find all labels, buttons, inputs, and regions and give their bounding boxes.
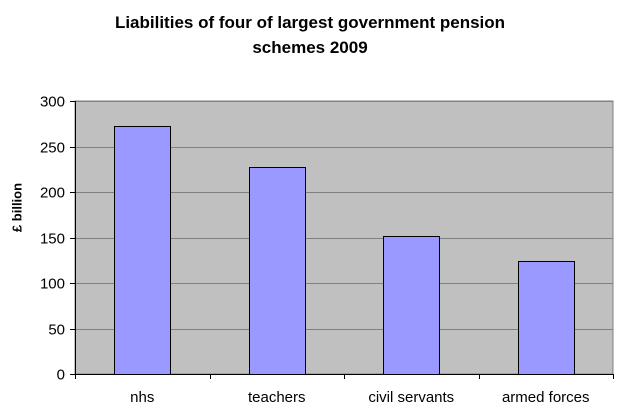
x-tick-label: armed forces xyxy=(502,389,590,406)
y-tick-label: 150 xyxy=(40,231,65,248)
chart-title: Liabilities of four of largest governmen… xyxy=(60,10,560,60)
chart-title-line-1: Liabilities of four of largest governmen… xyxy=(114,13,506,32)
x-tick-label: civil servants xyxy=(368,389,454,406)
y-tick-label: 250 xyxy=(40,140,65,157)
bars xyxy=(114,126,575,375)
y-tick-label: 200 xyxy=(40,185,65,202)
bar-armed-forces xyxy=(518,261,575,375)
bar-teachers xyxy=(249,167,306,375)
y-tick-labels: 0 50 100 150 200 250 300 xyxy=(40,94,65,384)
y-tick-label: 300 xyxy=(40,94,65,111)
x-tick-label: teachers xyxy=(248,389,306,406)
axes xyxy=(70,101,614,379)
bar-nhs xyxy=(114,126,171,375)
chart-title-line-2: schemes 2009 xyxy=(252,38,368,57)
y-tick-label: 50 xyxy=(48,322,65,339)
y-tick-label: 0 xyxy=(57,367,65,384)
x-tick-label: nhs xyxy=(130,389,154,406)
y-tick-label: 100 xyxy=(40,276,65,293)
x-tick-labels: nhs teachers civil servants armed forces xyxy=(130,389,589,406)
bar-civil-servants xyxy=(383,236,440,375)
